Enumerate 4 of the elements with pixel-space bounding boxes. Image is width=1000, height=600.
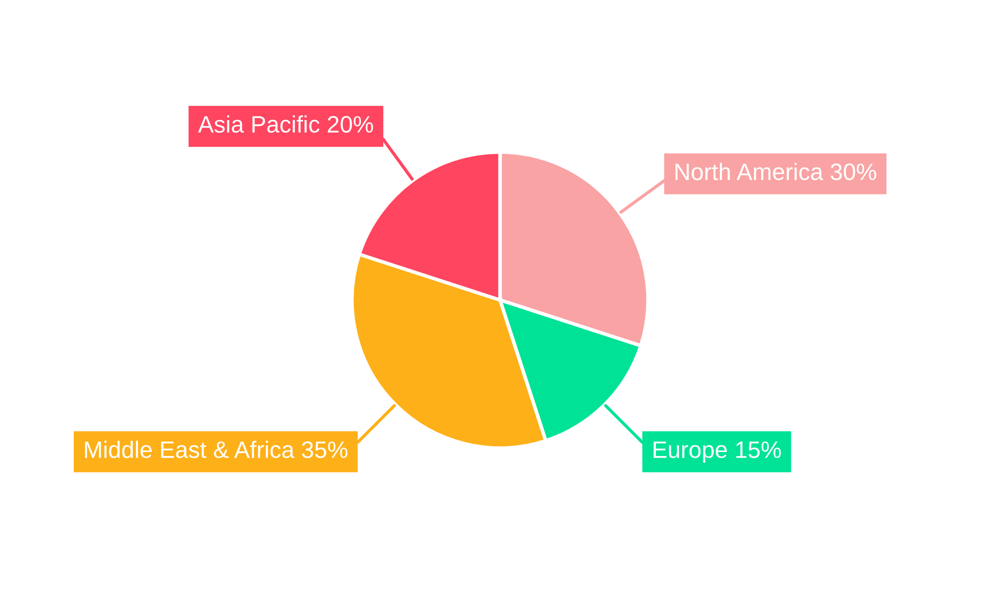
slice-label: Asia Pacific 20% (198, 115, 374, 133)
slice-label: Middle East & Africa 35% (85, 440, 348, 458)
slice-label: Europe 15% (654, 441, 781, 463)
slice-label: North America 30% (676, 162, 876, 180)
